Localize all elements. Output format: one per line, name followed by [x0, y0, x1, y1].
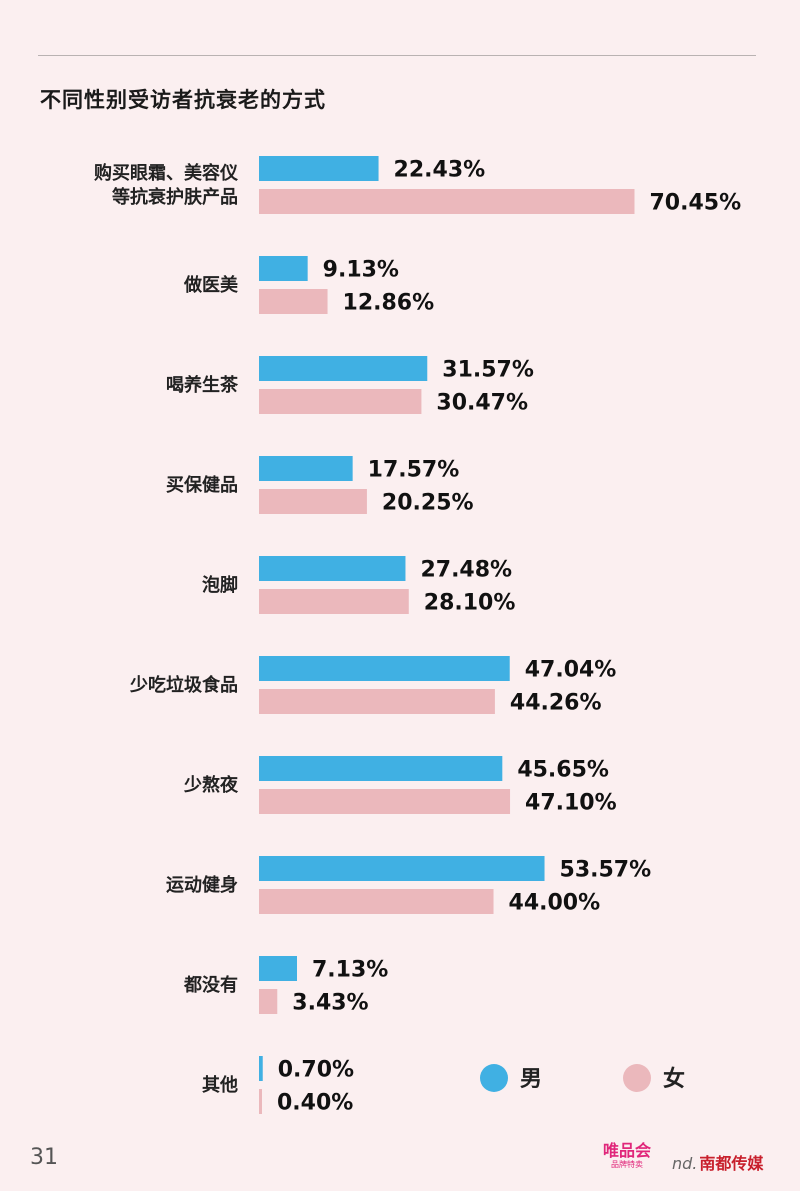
- nandu-logo: nd. 南都传媒: [672, 1150, 763, 1174]
- bar-male: [259, 256, 308, 281]
- data-label: 12.86%: [343, 291, 435, 316]
- category-label: 都没有: [183, 974, 238, 996]
- data-label: 44.26%: [510, 691, 602, 716]
- bar-female: [259, 789, 511, 814]
- category-label: 运动健身: [166, 874, 238, 896]
- bar-female: [259, 389, 422, 414]
- category-label: 少吃垃圾食品: [129, 674, 238, 696]
- category-label: 泡脚: [202, 574, 238, 596]
- bar-male: [259, 556, 406, 581]
- data-label: 9.13%: [323, 258, 399, 283]
- chart-title: 不同性别受访者抗衰老的方式: [40, 88, 326, 112]
- bar-male: [259, 356, 428, 381]
- legend-label: 男: [520, 1067, 542, 1092]
- bar-female: [259, 989, 278, 1014]
- top-rule: [38, 55, 756, 56]
- bar-female: [259, 189, 635, 214]
- data-label: 7.13%: [312, 958, 388, 983]
- bar-male: [259, 856, 545, 881]
- category-label: 喝养生茶: [166, 374, 239, 396]
- legend-swatch: [623, 1064, 651, 1092]
- page-number: 31: [30, 1145, 58, 1170]
- bar-male: [259, 956, 298, 981]
- data-label: 3.43%: [292, 991, 368, 1016]
- data-label: 30.47%: [436, 391, 528, 416]
- vip-logo-sub: 品牌特卖: [611, 1160, 643, 1169]
- bar-male: [259, 656, 510, 681]
- vip-logo-main: 唯品会: [602, 1141, 651, 1160]
- bar-female: [259, 589, 409, 614]
- category-label: 买保健品: [166, 474, 238, 496]
- data-label: 22.43%: [394, 158, 486, 183]
- data-label: 27.48%: [420, 558, 512, 583]
- data-label: 47.10%: [525, 791, 617, 816]
- data-label: 17.57%: [368, 458, 460, 483]
- nandu-logo-mark: nd.: [672, 1154, 698, 1173]
- bar-male: [259, 156, 379, 181]
- bar-female: [259, 289, 328, 314]
- bar-female: [259, 1089, 262, 1114]
- category-label: 等抗衰护肤产品: [112, 186, 238, 208]
- category-label: 其他: [202, 1074, 238, 1096]
- nandu-logo-text: 南都传媒: [699, 1154, 764, 1173]
- data-label: 31.57%: [442, 358, 534, 383]
- data-label: 0.40%: [277, 1091, 353, 1116]
- bar-female: [259, 689, 495, 714]
- data-label: 20.25%: [382, 491, 474, 516]
- vip-logo: 唯品会 品牌特卖: [596, 1142, 658, 1170]
- bar-female: [259, 889, 494, 914]
- category-label: 少熬夜: [183, 774, 239, 796]
- data-label: 0.70%: [278, 1058, 354, 1083]
- data-label: 28.10%: [424, 591, 516, 616]
- data-label: 45.65%: [517, 758, 609, 783]
- legend-swatch: [480, 1064, 508, 1092]
- data-label: 53.57%: [560, 858, 652, 883]
- bar-male: [259, 456, 353, 481]
- category-label: 做医美: [183, 274, 238, 296]
- data-label: 47.04%: [525, 658, 617, 683]
- category-label: 购买眼霜、美容仪: [94, 162, 239, 184]
- legend-label: 女: [663, 1066, 685, 1092]
- data-label: 44.00%: [509, 891, 601, 916]
- bar-male: [259, 1056, 263, 1081]
- data-label: 70.45%: [649, 191, 741, 216]
- bar-male: [259, 756, 503, 781]
- bar-female: [259, 489, 367, 514]
